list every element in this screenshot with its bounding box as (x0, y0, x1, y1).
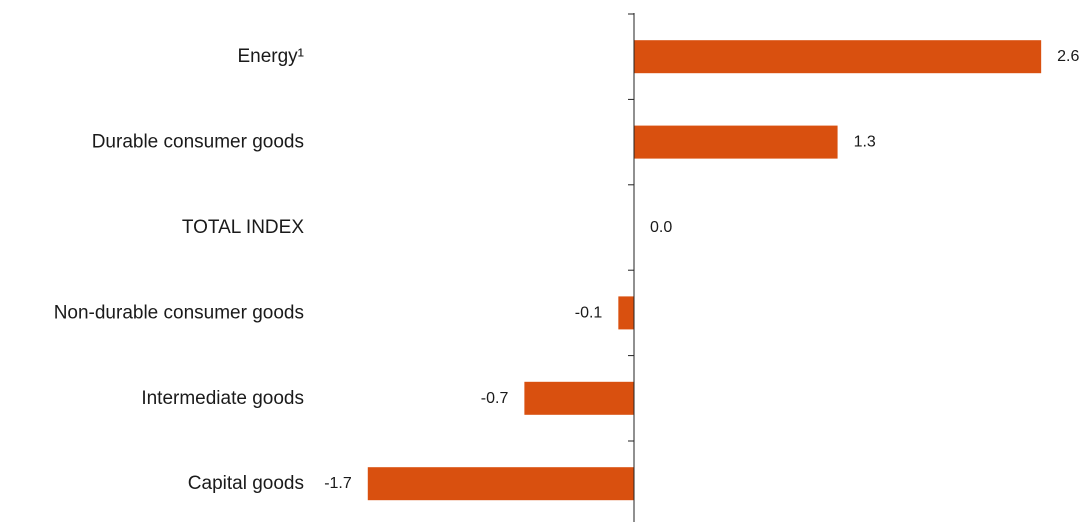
bar-intermediate-goods (524, 381, 634, 415)
bar-capital-goods (367, 467, 634, 501)
data-label-non-durable-consumer-goods: -0.1 (575, 304, 603, 321)
category-label-energy: Energy¹ (237, 46, 304, 67)
bar-energy (634, 40, 1042, 74)
data-label-total-index: 0.0 (650, 219, 672, 236)
bar-non-durable-consumer-goods (618, 296, 634, 330)
bars (367, 40, 1042, 501)
category-label-durable-consumer-goods: Durable consumer goods (92, 132, 304, 153)
category-label-non-durable-consumer-goods: Non-durable consumer goods (54, 302, 304, 323)
data-label-energy: 2.6 (1057, 48, 1079, 65)
data-labels: 2.6 1.3 0.0 -0.1 -0.7 -1.7 (324, 48, 1079, 492)
bar-durable-consumer-goods (634, 125, 838, 159)
category-labels: Energy¹ Durable consumer goods TOTAL INDEX… (54, 46, 305, 494)
category-label-total-index: TOTAL INDEX (182, 217, 304, 238)
data-label-capital-goods: -1.7 (324, 475, 352, 492)
category-label-intermediate-goods: Intermediate goods (141, 388, 304, 409)
data-label-intermediate-goods: -0.7 (481, 390, 509, 407)
value-axis (628, 13, 635, 522)
data-label-durable-consumer-goods: 1.3 (854, 134, 876, 151)
category-label-capital-goods: Capital goods (188, 473, 304, 494)
